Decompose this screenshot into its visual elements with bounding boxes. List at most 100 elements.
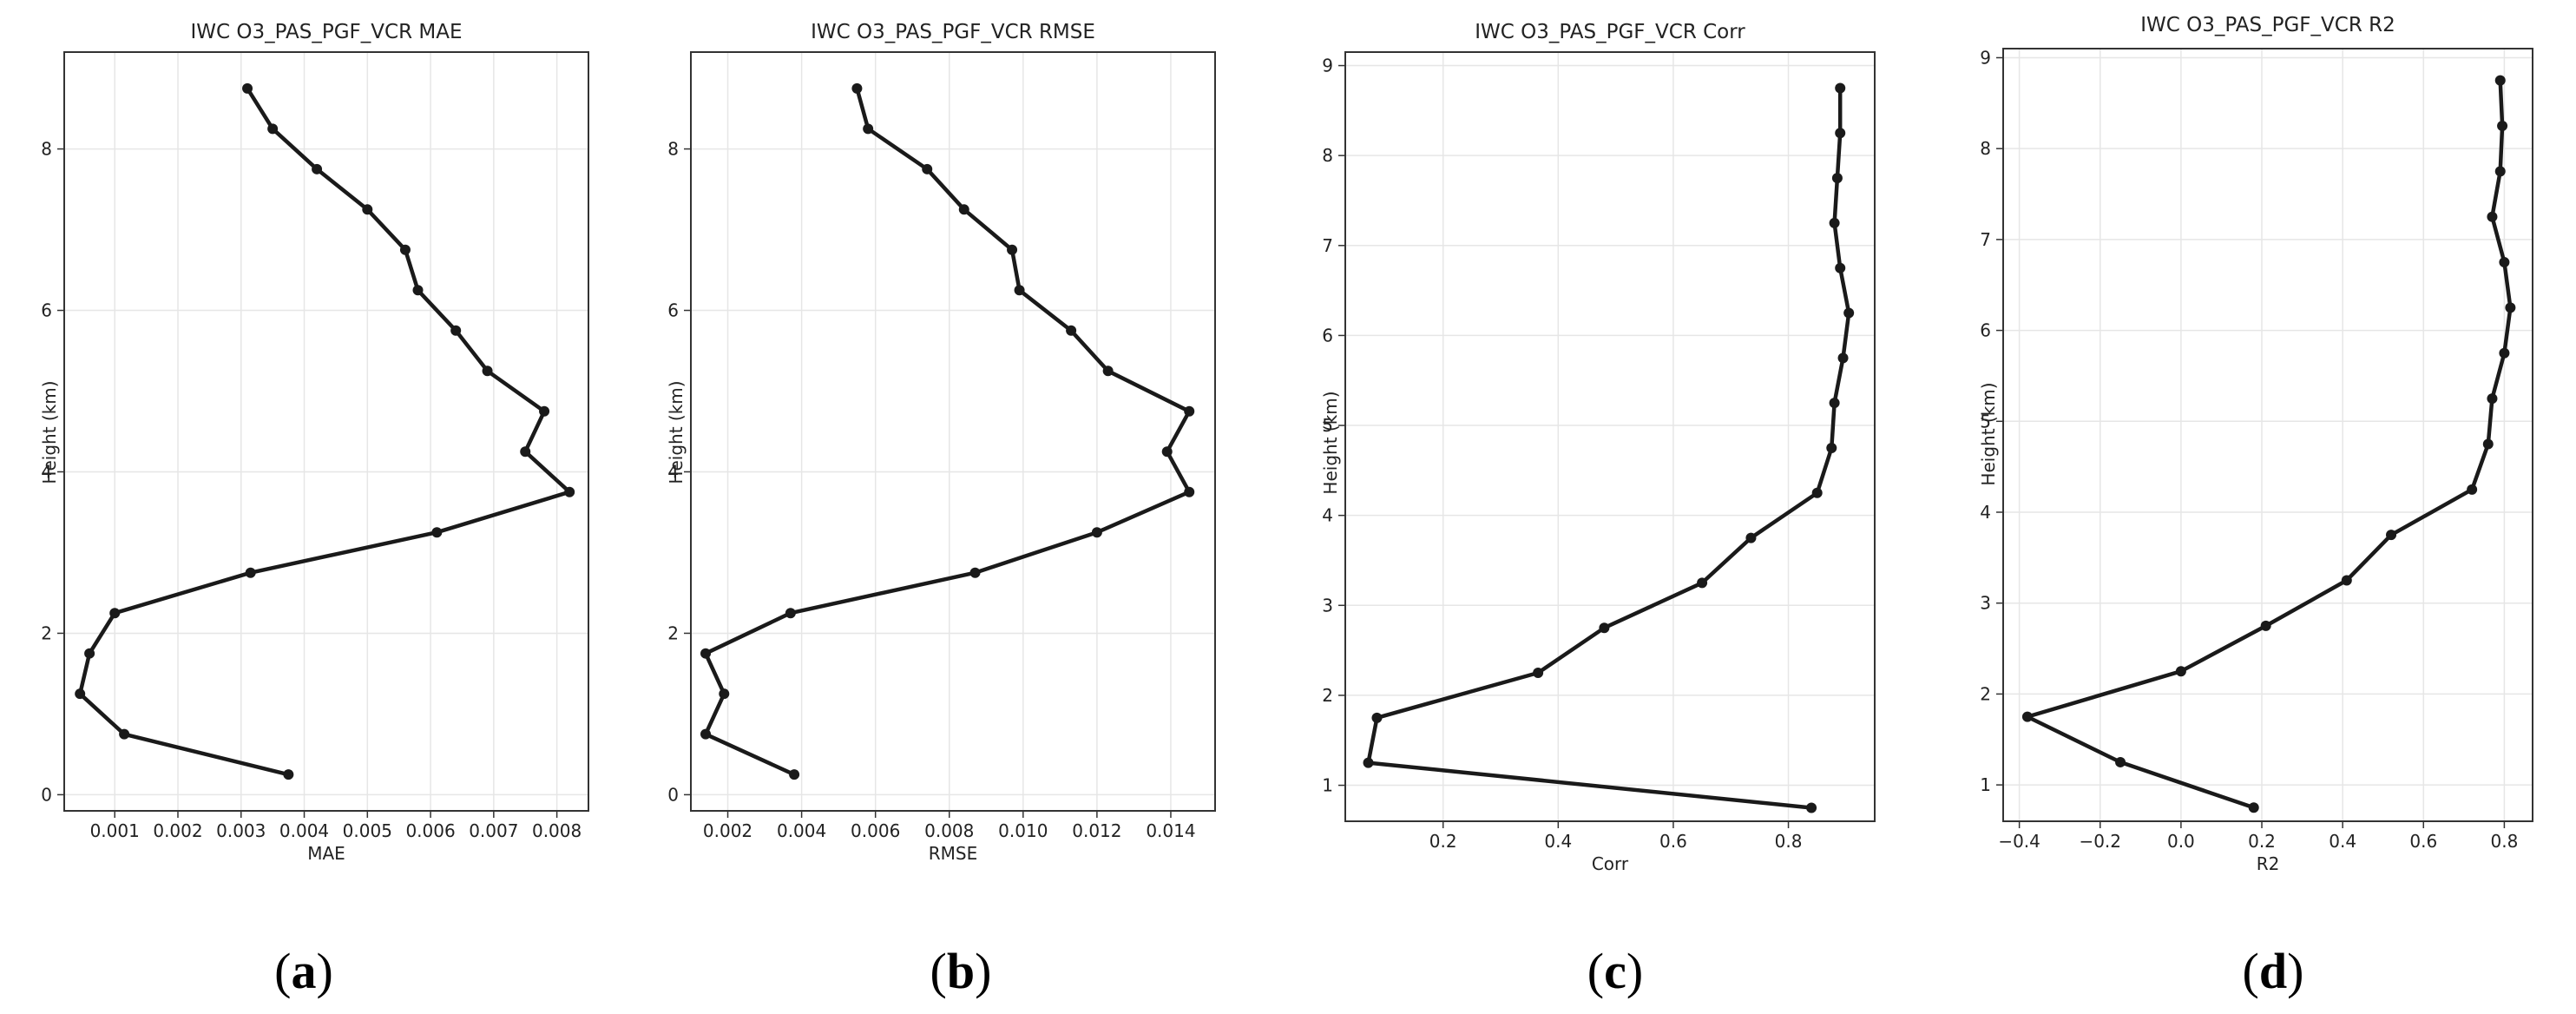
data-point	[1829, 398, 1840, 409]
grid	[1345, 52, 1875, 821]
series-line	[703, 88, 1192, 777]
y-tick-label: 4	[667, 461, 679, 482]
y-tick-label: 2	[1980, 683, 1991, 704]
data-point	[1826, 442, 1837, 453]
x-tick-label: 0.008	[924, 820, 974, 841]
y-tick-label: 4	[1322, 505, 1333, 526]
x-tick-label: 0.007	[469, 820, 518, 841]
x-tick-label: 0.2	[2248, 831, 2276, 852]
series-line	[77, 87, 572, 777]
data-point	[785, 608, 796, 619]
y-tick-label: 2	[41, 622, 52, 643]
y-tick-label: 4	[41, 461, 52, 482]
data-point	[1007, 244, 1018, 255]
data-point	[267, 123, 279, 135]
data-point	[1014, 285, 1025, 296]
data-point	[789, 769, 800, 780]
x-tick-label: 0.002	[703, 820, 752, 841]
data-point	[119, 728, 130, 740]
data-point	[2175, 666, 2186, 677]
x-tick-label: 0.014	[1146, 820, 1195, 841]
data-point	[958, 204, 969, 215]
data-point	[2499, 347, 2510, 359]
y-tick-label: 8	[1322, 145, 1333, 166]
x-tick-label: 0.010	[998, 820, 1048, 841]
data-point	[539, 405, 550, 417]
y-tick-label: 1	[1322, 775, 1333, 796]
y-tick-label: 4	[1980, 502, 1991, 523]
x-tick-label: −0.4	[1998, 831, 2040, 852]
x-tick-label: 0.012	[1072, 820, 1121, 841]
data-point	[564, 486, 575, 497]
data-point	[75, 688, 86, 700]
data-point	[1811, 487, 1823, 498]
data-point	[1091, 527, 1102, 538]
chart-title: IWC O3_PAS_PGF_VCR RMSE	[811, 21, 1095, 43]
plot-frame	[1344, 51, 1876, 822]
x-axis-label: RMSE	[929, 843, 977, 864]
data-point	[700, 728, 712, 740]
x-tick-label: 0.006	[405, 820, 455, 841]
y-tick-label: 3	[1322, 595, 1333, 616]
chart-title: IWC O3_PAS_PGF_VCR Corr	[1475, 21, 1745, 43]
y-tick-label: 3	[1980, 593, 1991, 614]
plot-frame	[2002, 48, 2533, 822]
data-point	[1184, 405, 1195, 417]
data-point	[482, 365, 493, 377]
panel-label-b: (b)	[930, 943, 992, 999]
y-axis-label: Height (km)	[1978, 382, 1999, 485]
chart-title: IWC O3_PAS_PGF_VCR MAE	[191, 21, 463, 43]
x-tick-label: 0.8	[2490, 831, 2518, 852]
panel-label-d: (d)	[2243, 943, 2304, 999]
y-tick-label: 1	[1980, 774, 1991, 795]
x-tick-label: 0.4	[2329, 831, 2356, 852]
x-tick-label: 0.6	[2409, 831, 2437, 852]
y-tick-label: 8	[667, 139, 679, 160]
data-point	[1599, 622, 1610, 634]
y-axis-label: Height (km)	[1320, 391, 1341, 494]
data-point	[1533, 668, 1544, 679]
data-point	[1806, 802, 1817, 813]
data-point	[1829, 217, 1840, 228]
y-tick-label: 9	[1322, 56, 1333, 76]
y-tick-label: 5	[1322, 415, 1333, 436]
x-tick-label: 0.005	[343, 820, 392, 841]
data-point	[2505, 302, 2516, 313]
data-point	[245, 567, 256, 578]
data-point	[242, 82, 253, 94]
chart-corr: IWC O3_PAS_PGF_VCR Corr Corr Height (km)…	[1320, 21, 1876, 874]
data-point	[2248, 802, 2259, 813]
chart-rmse: IWC O3_PAS_PGF_VCR RMSE RMSE Height (km)…	[666, 21, 1216, 864]
data-point	[431, 527, 443, 538]
x-tick-label: 0.008	[532, 820, 582, 841]
grid	[64, 52, 588, 811]
panel-labels: (a) (b) (c) (d)	[274, 943, 2303, 999]
data-point	[1102, 365, 1114, 377]
y-tick-label: 5	[1980, 411, 1991, 431]
data-point	[922, 163, 933, 174]
y-tick-label: 6	[1980, 320, 1991, 341]
x-axis-label: MAE	[307, 843, 345, 864]
grid	[691, 52, 1215, 811]
data-point	[2494, 75, 2506, 86]
data-point	[2386, 530, 2397, 541]
data-point	[2487, 393, 2498, 405]
data-point	[1835, 82, 1846, 94]
chart-mae: IWC O3_PAS_PGF_VCR MAE MAE Height (km) 0…	[39, 21, 589, 864]
data-point	[2021, 711, 2033, 722]
data-point	[1843, 307, 1855, 319]
data-point	[1066, 325, 1077, 336]
y-tick-label: 8	[41, 139, 52, 160]
data-point	[700, 648, 712, 659]
data-point	[2497, 121, 2508, 131]
data-point	[109, 608, 121, 619]
data-point	[2341, 575, 2352, 586]
data-point	[851, 82, 863, 94]
chart-title: IWC O3_PAS_PGF_VCR R2	[2140, 14, 2395, 36]
data-point	[520, 446, 531, 458]
data-point	[399, 244, 411, 255]
y-tick-label: 7	[1322, 235, 1333, 256]
x-axis-label: Corr	[1592, 853, 1629, 874]
plot-frame	[63, 51, 589, 812]
